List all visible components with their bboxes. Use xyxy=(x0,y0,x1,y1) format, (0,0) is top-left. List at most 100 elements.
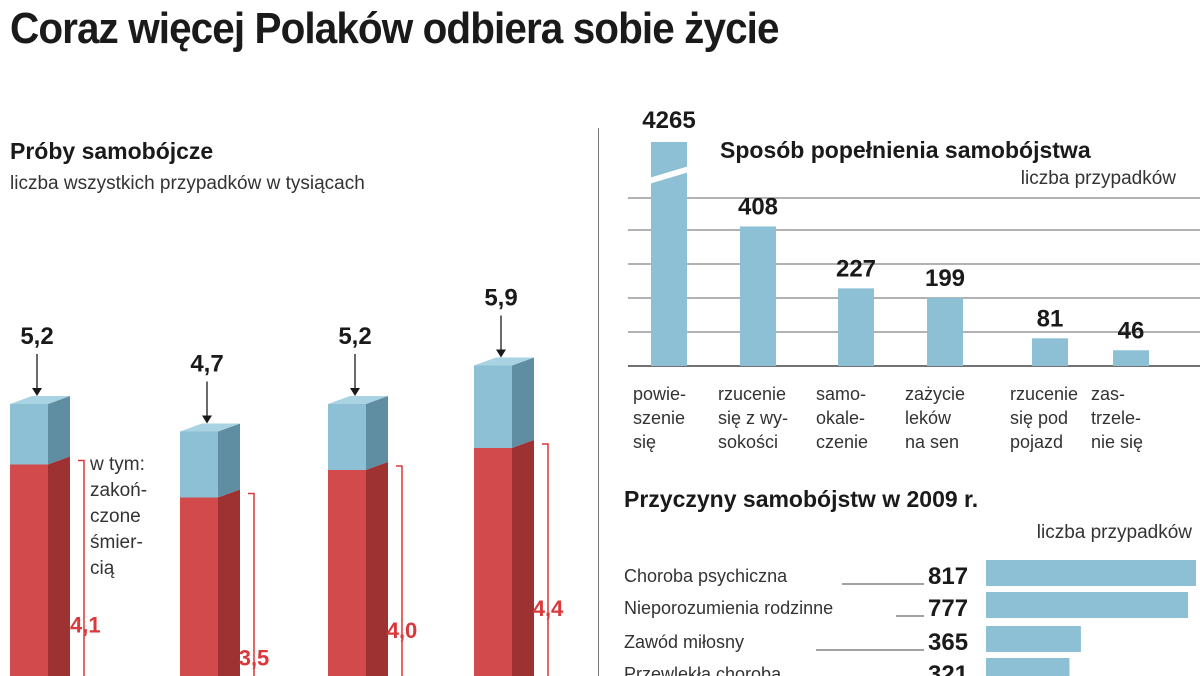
attempt-fatal-value-label: 3,5 xyxy=(239,646,270,671)
fatal-note-line: czone xyxy=(90,506,141,527)
method-category-label: się xyxy=(633,432,656,452)
page-title: Coraz więcej Polaków odbiera sobie życie xyxy=(10,4,780,53)
attempt-bar-total-side xyxy=(512,357,534,448)
method-category-label: powie- xyxy=(633,384,686,404)
attempt-bar-total-side xyxy=(218,423,240,498)
attempt-bar-fatal-side xyxy=(48,456,70,676)
method-category-label: zas- xyxy=(1091,384,1125,404)
method-bar xyxy=(740,226,776,366)
cause-category-label: Przewlekła choroba xyxy=(624,664,782,676)
cause-value-label: 777 xyxy=(928,595,968,622)
causes-chart-subtitle: liczba przypadków xyxy=(1036,522,1192,543)
method-bar xyxy=(1113,350,1149,366)
attempt-bar-fatal-front xyxy=(180,497,218,676)
attempt-bar-total-side xyxy=(366,396,388,470)
method-category-label: okale- xyxy=(816,408,865,428)
attempt-bar-total-front xyxy=(474,365,512,448)
attempt-total-value-label: 5,2 xyxy=(20,323,53,350)
attempt-bar-fatal-front xyxy=(10,464,48,676)
method-bar xyxy=(1032,338,1068,366)
method-category-label: się z wy- xyxy=(718,408,788,428)
attempt-bar-top xyxy=(328,396,388,404)
cause-value-label: 365 xyxy=(928,629,968,656)
method-bar-2 xyxy=(740,226,776,366)
method-bar-5 xyxy=(1032,338,1068,366)
method-bar xyxy=(838,288,874,366)
method-category-label: trzele- xyxy=(1091,408,1141,428)
attempt-bar-total-front xyxy=(180,431,218,498)
fatal-note-line: cią xyxy=(90,558,115,579)
attempt-bar-fatal-front xyxy=(328,470,366,676)
column-divider xyxy=(598,128,599,676)
method-category-label: nie się xyxy=(1091,432,1143,452)
method-category-label: sokości xyxy=(718,432,778,452)
method-bar-6 xyxy=(1113,350,1149,366)
attempt-bar-total-front xyxy=(328,404,366,470)
fatal-bracket xyxy=(396,465,403,676)
cause-bar xyxy=(986,658,1070,676)
cause-category-label: Zawód miłosny xyxy=(624,632,744,652)
attempt-fatal-value-label: 4,1 xyxy=(70,613,101,638)
cause-value-label: 817 xyxy=(928,563,968,590)
value-arrow-head xyxy=(202,415,212,424)
attempt-fatal-value-label: 4,0 xyxy=(387,618,418,643)
axis-break-mark xyxy=(649,166,689,184)
method-chart-subtitle: liczba przypadków xyxy=(1020,168,1176,189)
cause-category-label: Choroba psychiczna xyxy=(624,566,788,586)
fatal-note-line: w tym: xyxy=(89,454,145,475)
fatal-bracket xyxy=(78,459,85,676)
method-category-label: szenie xyxy=(633,408,685,428)
attempt-fatal-value-label: 4,4 xyxy=(533,596,564,621)
method-category-label: rzucenie xyxy=(1010,384,1078,404)
cause-bar xyxy=(986,626,1081,652)
attempt-total-value-label: 5,2 xyxy=(338,323,371,350)
method-value-label: 408 xyxy=(738,193,778,220)
method-category-label: na sen xyxy=(905,432,959,452)
method-value-label: 227 xyxy=(836,255,876,282)
method-value-label: 46 xyxy=(1118,317,1145,344)
fatal-bracket xyxy=(542,443,549,676)
value-arrow-head xyxy=(496,349,506,358)
cause-category-label: Nieporozumienia rodzinne xyxy=(624,598,833,618)
fatal-note-line: zakoń- xyxy=(90,480,147,501)
attempt-bar-3 xyxy=(328,396,388,676)
method-bar-3 xyxy=(838,288,874,366)
fatal-bracket xyxy=(248,492,255,676)
method-category-label: leków xyxy=(905,408,952,428)
attempt-bar-total-front xyxy=(10,404,48,465)
attempt-total-value-label: 5,9 xyxy=(484,285,517,312)
value-arrow-head xyxy=(32,388,42,396)
cause-value-label: 321 xyxy=(928,661,968,676)
cause-bar xyxy=(986,592,1189,618)
method-category-label: rzucenie xyxy=(718,384,786,404)
attempts-chart-title: Próby samobójcze xyxy=(10,138,214,164)
attempt-bar-1 xyxy=(10,396,70,676)
method-bar xyxy=(927,297,963,366)
attempt-total-value-label: 4,7 xyxy=(190,351,223,378)
method-chart-title: Sposób popełnienia samobójstwa xyxy=(720,137,1091,163)
attempt-bar-2 xyxy=(180,423,240,676)
method-value-label: 199 xyxy=(925,265,965,292)
attempts-chart-subtitle: liczba wszystkich przypadków w tysiącach xyxy=(10,173,365,194)
attempt-bar-fatal-side xyxy=(218,489,240,676)
method-category-label: zażycie xyxy=(905,384,965,404)
value-arrow-head xyxy=(350,388,360,396)
method-value-label: 81 xyxy=(1037,305,1064,332)
method-bar-1 xyxy=(649,142,689,366)
method-category-label: samo- xyxy=(816,384,866,404)
fatal-note-line: śmier- xyxy=(90,532,143,553)
attempt-bar-total-side xyxy=(48,396,70,465)
attempt-bar-4 xyxy=(474,357,534,676)
attempt-bar-fatal-side xyxy=(512,440,534,676)
attempt-bar-fatal-front xyxy=(474,448,512,676)
cause-bar xyxy=(986,560,1196,586)
method-category-label: się pod xyxy=(1010,408,1068,428)
attempt-bar-top xyxy=(180,423,240,432)
method-bar-4 xyxy=(927,297,963,366)
causes-chart-title: Przyczyny samobójstw w 2009 r. xyxy=(624,486,979,512)
method-category-label: pojazd xyxy=(1010,432,1063,452)
method-value-label: 4265 xyxy=(642,107,695,134)
attempt-bar-top xyxy=(474,357,534,366)
attempt-bar-fatal-side xyxy=(366,462,388,676)
